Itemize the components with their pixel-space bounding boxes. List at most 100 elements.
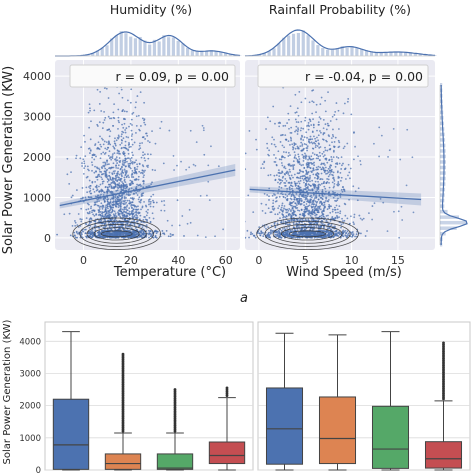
scatter-point [320, 168, 323, 170]
scatter-point [288, 118, 290, 121]
scatter-point [297, 180, 300, 183]
scatter-point [149, 221, 152, 223]
scatter-point [303, 147, 305, 150]
scatter-point [101, 138, 104, 141]
scatter-point [68, 182, 71, 185]
scatter-point [308, 209, 310, 212]
scatter-point [119, 215, 122, 218]
scatter-point [318, 159, 321, 162]
scatter-point [127, 148, 129, 151]
scatter-point [330, 164, 333, 167]
scatter-point [286, 227, 288, 229]
scatter-point [278, 211, 281, 214]
scatter-point [328, 203, 331, 206]
scatter-point [362, 217, 365, 220]
scatter-point [150, 234, 153, 236]
scatter-point [303, 215, 306, 218]
scatter-point [324, 146, 326, 149]
density-contour [79, 220, 154, 247]
scatter-point [290, 218, 293, 221]
scatter-point [129, 122, 132, 125]
scatter-point [315, 209, 318, 212]
scatter-point [311, 131, 314, 134]
scatter-point [217, 165, 220, 168]
scatter-point [322, 163, 325, 165]
scatter-point [316, 145, 319, 147]
scatter-point [328, 165, 331, 168]
scatter-point [333, 218, 335, 220]
scatter-point [289, 136, 292, 139]
scatter-point [147, 208, 149, 211]
scatter-point [97, 234, 99, 237]
scatter-point [124, 203, 126, 205]
scatter-point [320, 200, 322, 203]
scatter-point [309, 214, 312, 217]
scatter-point [287, 151, 290, 154]
scatter-point [135, 211, 138, 214]
scatter-point [172, 155, 175, 157]
scatter-point [289, 154, 291, 157]
scatter-point [142, 179, 145, 182]
scatter-point [126, 204, 129, 207]
scatter-point [290, 126, 293, 129]
scatter-point [105, 215, 108, 218]
scatter-point [337, 184, 339, 187]
scatter-point [113, 210, 116, 213]
scatter-point [314, 200, 317, 203]
scatter-point [274, 213, 277, 216]
scatter-point [138, 170, 141, 173]
scatter-point [155, 230, 158, 233]
scatter-point [270, 230, 272, 232]
scatter-point [308, 155, 310, 158]
scatter-point [284, 232, 287, 234]
marginal-hist-bar [326, 49, 330, 56]
marginal-kde-curve [244, 29, 436, 57]
marginal-hist-bar [440, 132, 445, 137]
regression-line [59, 169, 236, 207]
scatter-point [90, 205, 93, 208]
scatter-point [83, 160, 86, 163]
scatter-point [318, 151, 321, 154]
scatter-point [111, 166, 113, 169]
scatter-point [311, 152, 314, 154]
scatter-point [286, 195, 289, 197]
marginal-hist-bar [171, 37, 175, 56]
scatter-point [322, 167, 325, 170]
scatter-point [327, 214, 329, 217]
scatter-point [356, 199, 359, 202]
scatter-point [311, 138, 314, 141]
scatter-point [318, 225, 320, 228]
scatter-point [148, 216, 151, 219]
scatter-point [331, 181, 334, 184]
scatter-point [293, 198, 296, 201]
scatter-point [74, 225, 77, 227]
scatter-point [275, 174, 278, 177]
scatter-point [316, 207, 319, 210]
scatter-point [120, 205, 122, 208]
scatter-point [131, 113, 134, 115]
marginal-hist-bar [133, 38, 138, 56]
scatter-point [266, 147, 269, 149]
y-tick-label: 4000 [23, 70, 51, 83]
scatter-point [324, 157, 327, 160]
scatter-point [313, 222, 316, 225]
scatter-point [287, 140, 290, 143]
scatter-point [111, 209, 114, 212]
scatter-point [123, 196, 126, 198]
scatter-point [138, 128, 141, 131]
scatter-point [89, 107, 91, 110]
scatter-point [309, 185, 312, 187]
scatter-point [281, 179, 284, 182]
scatter-point [258, 232, 261, 235]
scatter-point [322, 127, 325, 130]
scatter-point [304, 206, 307, 209]
scatter-point [142, 182, 145, 185]
scatter-point [301, 218, 304, 220]
scatter-point [145, 224, 148, 226]
scatter-point [298, 171, 301, 174]
scatter-point [324, 123, 327, 126]
scatter-point [138, 200, 141, 203]
scatter-point [311, 221, 313, 224]
scatter-point [240, 207, 242, 209]
scatter-point [92, 188, 95, 191]
